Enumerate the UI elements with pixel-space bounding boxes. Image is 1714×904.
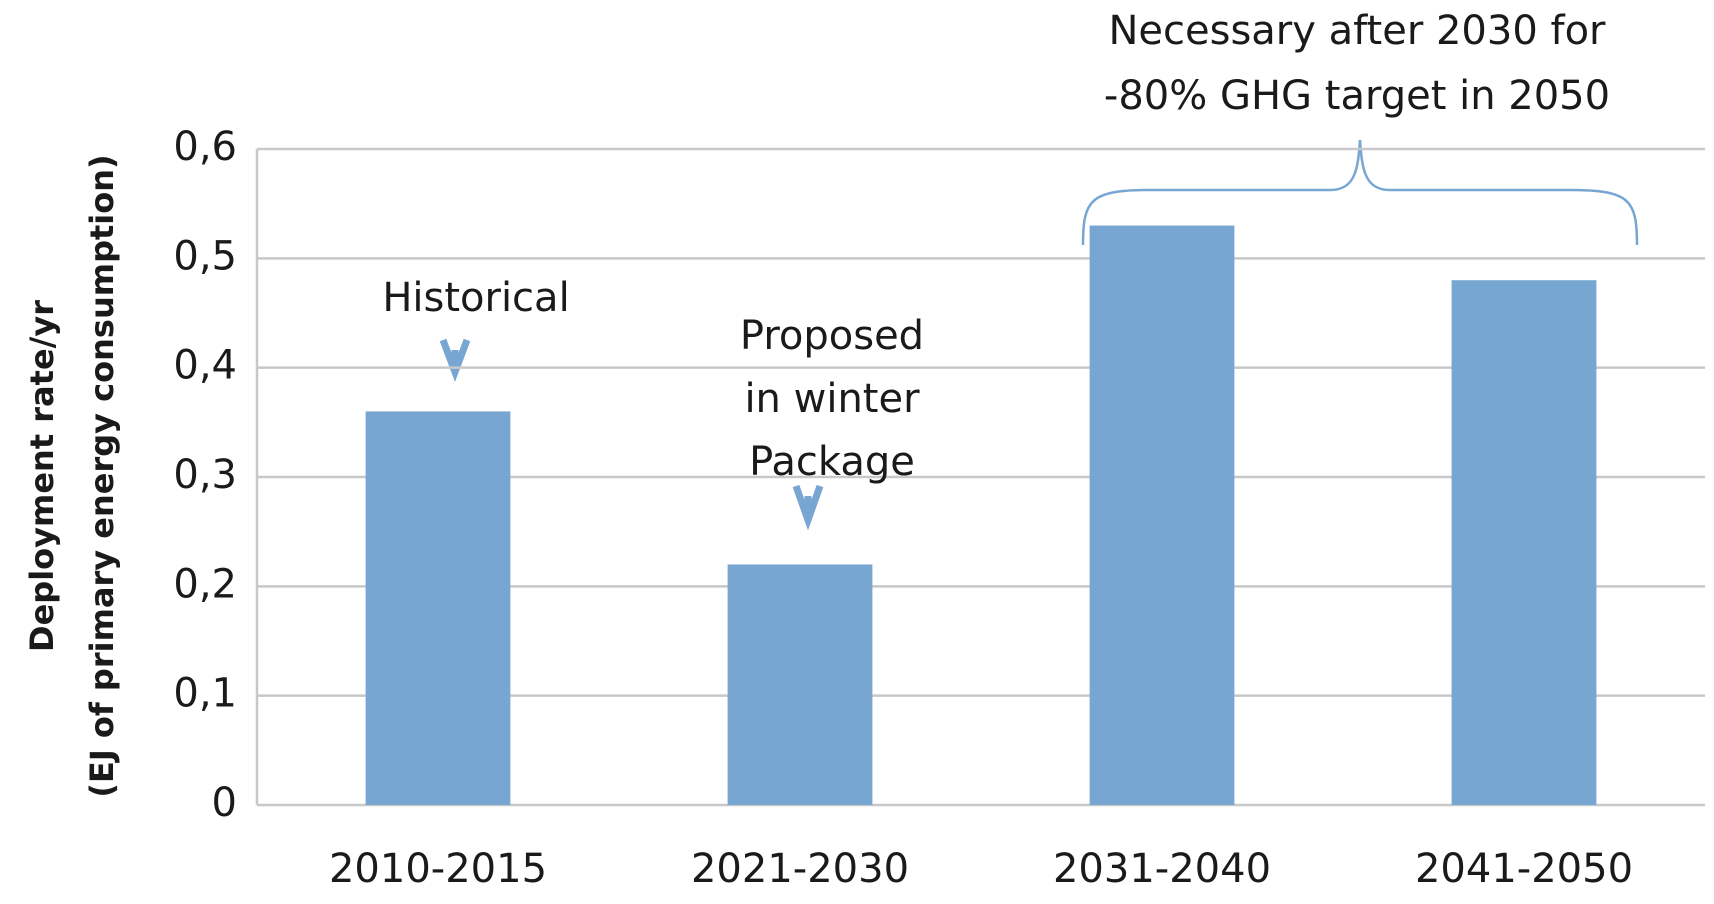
annotation: Necessary after 2030 for (1108, 8, 1606, 54)
y-tick-label: 0,3 (173, 452, 237, 498)
y-tick-label: 0,4 (173, 343, 237, 389)
y-tick-label: 0,6 (173, 124, 237, 170)
y-axis-title-line: (EJ of primary energy consumption) (83, 154, 121, 797)
annotation: Proposed (740, 313, 924, 359)
arrow (792, 484, 824, 531)
y-axis-title-line: Deployment rate/yr (23, 300, 61, 652)
annotation: -80% GHG target in 2050 (1104, 73, 1610, 119)
y-tick-label: 0 (212, 780, 237, 826)
y-tick-label: 0,1 (173, 671, 237, 717)
y-axis-title: Deployment rate/yr (EJ of primary energy… (23, 154, 121, 797)
x-tick-label: 2010-2015 (329, 846, 547, 892)
bar (365, 411, 511, 805)
bar (1451, 280, 1597, 805)
x-tick-label: 2041-2050 (1415, 846, 1633, 892)
annotation: in winter (744, 376, 920, 422)
annotation: Historical (382, 275, 569, 321)
y-tick-label: 0,2 (173, 561, 237, 607)
x-tick-label: 2021-2030 (691, 846, 909, 892)
annotation: Package (749, 439, 915, 485)
brace (1081, 139, 1639, 246)
x-tick-label: 2031-2040 (1053, 846, 1271, 892)
bar (1089, 225, 1235, 806)
y-tick-label: 0,5 (173, 233, 237, 279)
bar (727, 564, 873, 805)
